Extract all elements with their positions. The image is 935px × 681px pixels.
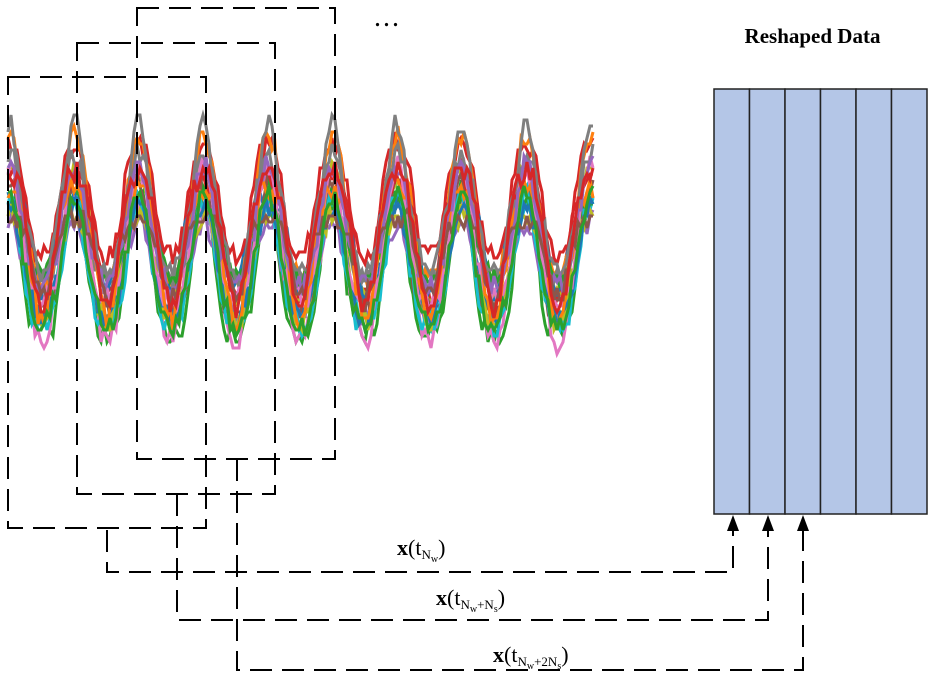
signal-trace xyxy=(8,185,595,341)
arrowheads xyxy=(727,515,809,531)
reshaped-column xyxy=(890,88,928,515)
reshaped-column xyxy=(748,88,786,515)
connector-2 xyxy=(176,494,769,621)
label-x-t-nw-plus-2ns: x(tNw+2Ns) xyxy=(493,642,569,672)
sub-index: w xyxy=(469,604,478,615)
window-1 xyxy=(7,76,207,529)
reshaped-column xyxy=(713,88,751,515)
sub-main: N xyxy=(421,547,431,562)
arrowhead-1 xyxy=(727,515,739,531)
label-open: (t xyxy=(408,535,422,560)
reshaped-column xyxy=(819,88,857,515)
reshaped-column xyxy=(784,88,822,515)
multivariate-signals xyxy=(6,109,595,359)
vector-symbol: x xyxy=(436,585,447,610)
sub-main: N xyxy=(517,654,527,669)
signal-trace xyxy=(6,139,595,287)
label-open: (t xyxy=(504,642,518,667)
arrowhead-2 xyxy=(762,515,774,531)
window-3 xyxy=(136,7,336,460)
sub-main: N xyxy=(460,597,470,612)
window-connectors xyxy=(106,459,804,671)
label-open: (t xyxy=(447,585,461,610)
label-close: ) xyxy=(561,642,569,667)
sub-rest: +N xyxy=(477,597,494,612)
signal-trace xyxy=(6,161,595,319)
sub-index: w xyxy=(526,661,535,672)
sub-index: w xyxy=(430,554,439,565)
more-windows-ellipsis: ... xyxy=(374,2,401,33)
label-close: ) xyxy=(497,585,506,610)
reshaped-column xyxy=(855,88,893,515)
connector-3 xyxy=(236,459,804,671)
reshaped-data-block xyxy=(713,88,928,515)
arrowhead-3 xyxy=(797,515,809,531)
vector-symbol: x xyxy=(493,642,504,667)
sub-tail: s xyxy=(493,604,498,615)
sub-tail: s xyxy=(557,661,562,672)
connector-1 xyxy=(106,528,734,573)
label-x-t-nw-plus-ns: x(tNw+Ns) xyxy=(436,585,505,615)
reshaped-data-title: Reshaped Data xyxy=(744,24,881,48)
vector-symbol: x xyxy=(397,535,408,560)
label-close: ) xyxy=(438,535,446,560)
label-x-t-nw: x(tNw) xyxy=(397,535,445,565)
sub-rest: +2N xyxy=(534,654,558,669)
